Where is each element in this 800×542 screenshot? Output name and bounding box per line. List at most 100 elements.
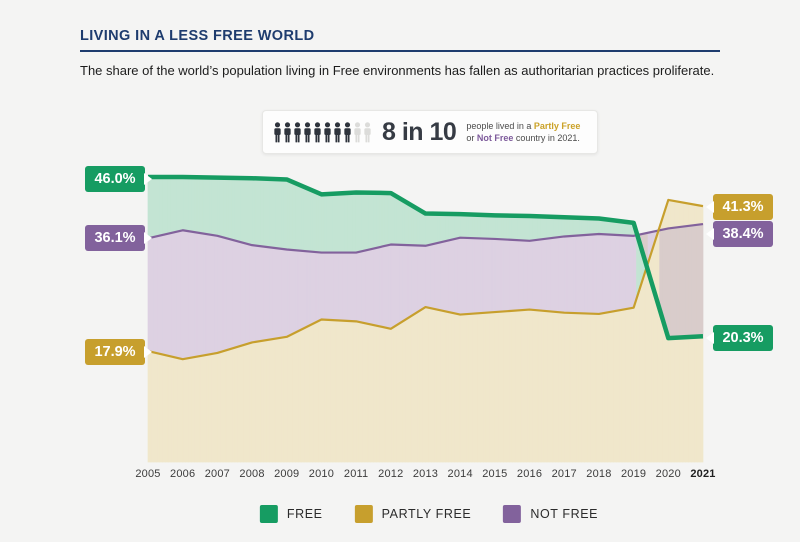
chart-band [425,306,429,463]
chart-band [318,251,322,322]
chart-band [506,310,510,463]
chart-band [540,238,545,312]
chart-band [589,313,594,463]
chart-band [534,309,539,463]
legend-swatch-not_free [503,505,522,523]
chart-band [211,234,215,355]
chart-band [621,234,626,311]
chart-line-partly_free [147,198,704,361]
chart-band [667,337,672,463]
chart-band [448,311,452,463]
chart-band [173,176,178,233]
chart-band [387,192,392,246]
chart-band [188,230,192,359]
person-icon [364,121,371,142]
chart-band [378,246,383,328]
chart-band [433,242,438,311]
chart-band [699,223,704,337]
chart-band [315,191,319,253]
chart-band [364,322,369,463]
chart-band [352,192,357,253]
chart-band [428,213,432,246]
chart-band [561,236,565,314]
chart-band [659,309,663,463]
chart-band [399,244,403,324]
chart-band [595,313,600,463]
chart-band [445,311,449,463]
chart-band [425,244,429,309]
chart-band [451,213,455,241]
person-icon [344,121,351,142]
chart-band [482,214,487,239]
chart-band [673,226,678,339]
chart-band [329,252,334,321]
legend-label-not_free: NOT FREE [530,507,599,521]
chart-band [454,237,458,315]
x-axis-label-2008: 2008 [239,468,265,480]
chart-band [266,178,270,248]
chart-band [335,193,340,253]
chart-band [526,309,530,463]
chart-band [693,336,698,463]
chart-band [685,202,689,227]
chart-band [465,237,470,315]
chart-band [162,176,166,236]
chart-band [393,244,397,328]
chart-band [222,177,227,239]
chart-band [228,348,233,463]
chart-band [396,322,400,463]
chart-band [323,252,328,321]
chart-band [477,312,481,463]
pointer-right-icon [144,173,152,185]
chart-band [260,245,264,342]
chart-band [234,177,238,242]
chart-band [211,353,215,463]
chart-band [225,237,230,351]
x-axis-label-2014: 2014 [447,468,473,480]
value-label-partlyfree-end: 41.3% [706,194,773,220]
chart-band [413,206,418,246]
chart-band [428,243,432,309]
chart-band [480,214,484,239]
chart-band [454,312,458,463]
person-icon [284,121,291,142]
legend-label-free: FREE [286,507,323,521]
chart-band [396,244,400,326]
chart-band [474,237,478,314]
chart-band [497,238,502,313]
chart-band [691,224,695,338]
legend-swatch-partly_free [354,505,373,523]
chart-band [534,239,539,311]
chart-band [627,307,632,463]
chart-band [277,178,282,250]
chart-band [338,320,343,463]
chart-band [673,200,678,229]
chart-band [561,312,565,463]
chart-band [670,227,675,339]
chart-band [251,341,256,463]
chart-band [147,237,152,353]
chart-band [277,337,282,463]
chart-band [347,320,351,463]
chart-band [641,271,646,463]
chart-band [607,234,611,313]
chart-band [529,240,533,311]
chart-band [352,320,357,463]
chart-band [329,193,334,253]
chart-band [271,247,276,340]
chart-band [676,226,681,338]
chart-band [217,351,221,463]
chart-band [633,298,637,463]
chart-band [269,246,273,341]
chart-band [309,251,314,326]
chart-band [511,310,516,463]
chart-band [526,240,530,311]
chart-band [442,213,447,243]
value-label-notfree-start: 36.1% [85,225,152,251]
chart-band [442,310,447,463]
chart-band [167,232,172,357]
chart-band [274,337,279,463]
stat-line2-suffix: country in 2021. [513,133,580,143]
person-icon [324,121,331,142]
chart-band [303,250,308,329]
